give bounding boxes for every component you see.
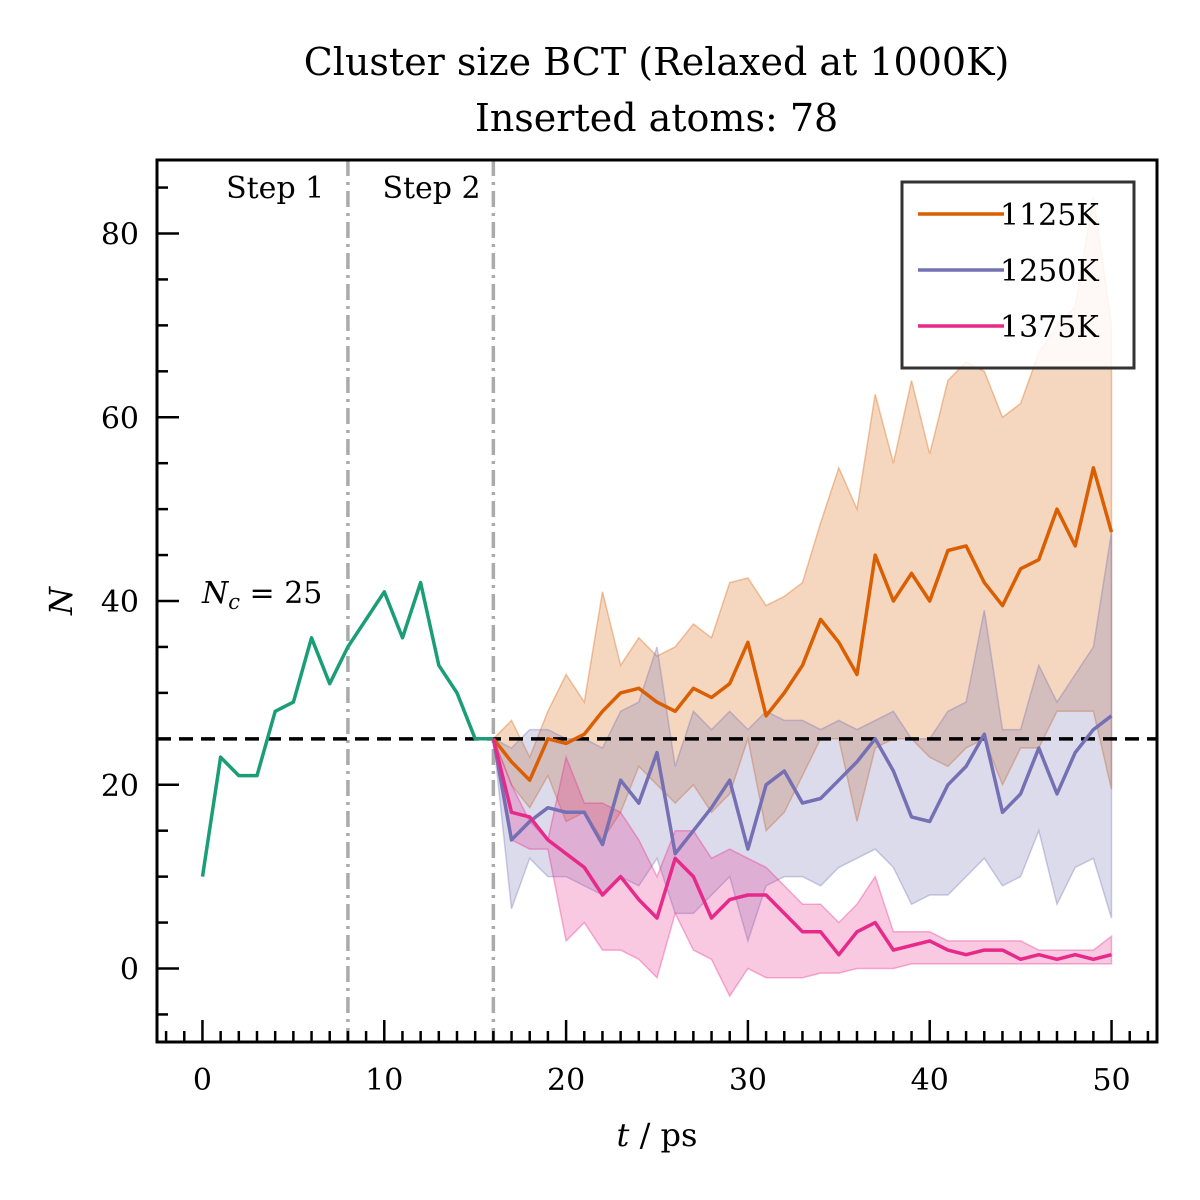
- y-tick-label: 0: [120, 953, 139, 988]
- series-lines: [200, 466, 1114, 962]
- annotations: Step 1 Step 2 Nc = 25: [201, 171, 481, 614]
- uncertainty-bands: [492, 196, 1113, 998]
- band-1250K: [492, 531, 1113, 944]
- band-1375K: [492, 738, 1113, 998]
- x-tick-label: 10: [365, 1063, 403, 1098]
- series-line-1250K: [491, 714, 1113, 856]
- series-line-step1: [200, 580, 494, 877]
- y-tick-label: 40: [101, 585, 139, 620]
- step1-label: Step 1: [226, 171, 324, 206]
- x-tick-label: 0: [193, 1063, 212, 1098]
- legend-label-1375K: 1375K: [1000, 310, 1099, 345]
- y-tick-label: 20: [101, 769, 139, 804]
- step2-label: Step 2: [382, 171, 480, 206]
- x-tick-label: 40: [911, 1063, 949, 1098]
- y-tick-label: 80: [101, 218, 139, 253]
- band-1125K: [492, 196, 1113, 842]
- reference-lines: [157, 160, 1157, 1042]
- y-tick-label: 60: [101, 401, 139, 436]
- chart-title: Cluster size BCT (Relaxed at 1000K): [303, 40, 1010, 84]
- legend-label-1250K: 1250K: [1000, 254, 1099, 289]
- legend-label-1125K: 1125K: [1000, 198, 1099, 233]
- x-axis-label: t / ps: [617, 1116, 698, 1154]
- series-line-1125K: [492, 466, 1114, 782]
- threshold-label: Nc = 25: [201, 576, 322, 614]
- legend: 1125K 1250K 1375K: [900, 180, 1136, 370]
- chart-subtitle: Inserted atoms: 78: [474, 96, 839, 140]
- x-tick-label: 50: [1092, 1063, 1130, 1098]
- x-tick-label: 30: [729, 1063, 767, 1098]
- x-tick-label: 20: [547, 1063, 585, 1098]
- series-line-1375K: [491, 738, 1112, 962]
- y-axis-label: N: [42, 586, 80, 616]
- axes: 0 10 20 30 40 50 0 20 40 60 80 t / ps N: [42, 158, 1159, 1154]
